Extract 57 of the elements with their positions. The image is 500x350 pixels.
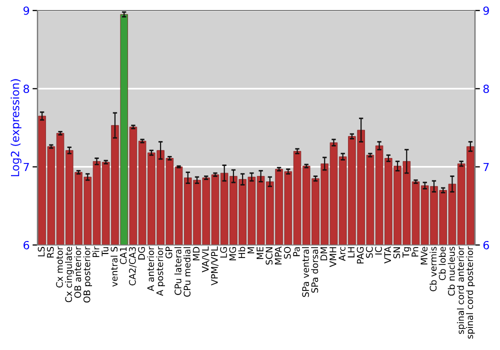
x-tick-label: spinal cord anterior bbox=[456, 246, 466, 334]
x-tick-label: Arc bbox=[338, 246, 346, 261]
x-tick-label: Cx motor bbox=[56, 246, 63, 288]
x-tick-label: Pn bbox=[412, 247, 418, 257]
x-tick-label: Cx cingulate bbox=[65, 246, 74, 302]
x-tick-label: SC bbox=[366, 246, 373, 258]
x-tick-label: RS bbox=[46, 246, 54, 258]
x-tick-label: IC bbox=[375, 246, 382, 254]
y2-tick-label: 7 bbox=[484, 162, 489, 172]
x-tick-label: A posterior bbox=[156, 246, 165, 296]
x-tick-label: VTA bbox=[384, 246, 391, 264]
x-tick-label: CA1 bbox=[120, 247, 127, 264]
x-tick-label: Hb bbox=[238, 246, 246, 258]
x-tick-label: GP bbox=[165, 246, 172, 258]
y-tick-label: 6 bbox=[24, 240, 30, 250]
x-tick-label: MVe bbox=[420, 246, 428, 264]
x-tick-label: Cb lobe bbox=[438, 246, 446, 280]
y2-tick-label: 9 bbox=[483, 6, 489, 15]
x-tick-label: Pa bbox=[293, 247, 300, 256]
y-tick-label: 8 bbox=[24, 84, 30, 94]
x-tick-label: LH bbox=[348, 247, 354, 258]
x-tick-label: spinal cord posterior bbox=[466, 246, 475, 339]
x-tick-label: ventral S bbox=[110, 246, 118, 287]
x-tick-label: LG bbox=[220, 247, 227, 258]
x-tick-label: PAG bbox=[356, 247, 364, 264]
x-tick-label: SCN bbox=[266, 247, 273, 265]
x-tick-label: Pir bbox=[92, 246, 100, 257]
x-tick-label: Cb nucleus bbox=[448, 246, 455, 296]
x-tick-label: LS bbox=[38, 246, 45, 256]
x-tick-label: MPA bbox=[274, 246, 282, 264]
x-tick-label: CPu medial bbox=[184, 247, 191, 297]
y-tick-label: 9 bbox=[23, 6, 30, 15]
y-tick-label: 7 bbox=[24, 162, 29, 172]
x-tick-label: VA/VL bbox=[202, 246, 210, 272]
x-tick-label: CPu lateral bbox=[174, 247, 182, 295]
x-tick-label: Tg bbox=[402, 247, 412, 258]
x-tick-label: Tu bbox=[102, 247, 108, 256]
x-tick-label: M bbox=[248, 247, 254, 254]
x-tick-label: Cb vermis bbox=[430, 246, 437, 292]
x-tick-label: OB anterior bbox=[74, 246, 82, 298]
x-tick-label: MG bbox=[229, 247, 236, 260]
x-tick-label: DG bbox=[138, 247, 145, 260]
x-tick-label: MD bbox=[192, 246, 200, 260]
x-tick-label: ME bbox=[256, 246, 264, 259]
x-tick-label: SN bbox=[393, 247, 400, 258]
x-tick-label: SO bbox=[284, 246, 291, 259]
x-tick-label: DM bbox=[320, 247, 328, 260]
x-tick-label: OB posterior bbox=[83, 246, 92, 303]
y2-tick-label: 8 bbox=[483, 84, 489, 94]
x-tick-label: VMH bbox=[330, 247, 336, 268]
x-tick-label: SPa ventral bbox=[302, 247, 309, 297]
x-tick-label: CA2/CA3 bbox=[128, 247, 137, 286]
y2-tick-label: 6 bbox=[483, 240, 490, 250]
x-tick-label: SPa dorsal bbox=[311, 247, 318, 293]
y-axis-title: Log2 (expression) bbox=[10, 79, 22, 176]
x-tick-label: VPM/VPL bbox=[211, 246, 219, 286]
x-tick-label: A anterior bbox=[147, 246, 154, 292]
